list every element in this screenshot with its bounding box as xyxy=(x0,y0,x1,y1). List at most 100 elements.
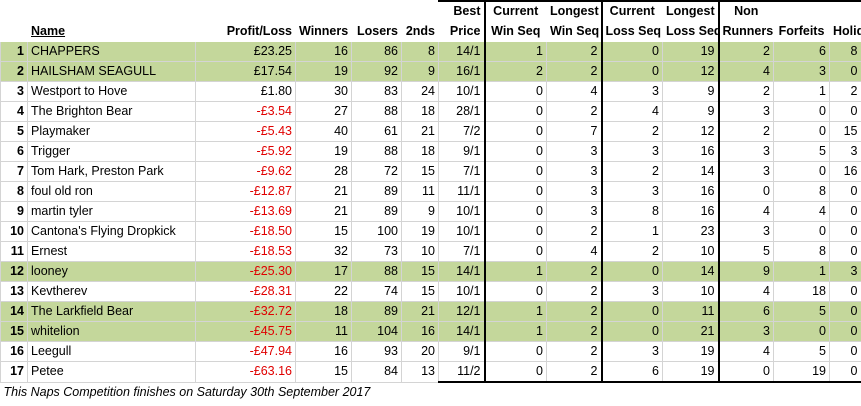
header-name: Name xyxy=(27,21,196,42)
cell-holiday: 0 xyxy=(829,281,861,302)
cell-name: Leegull xyxy=(27,341,196,362)
cell-rank: 15 xyxy=(0,321,28,342)
cell-seconds: 13 xyxy=(401,361,439,383)
cell-longest-win-seq: 3 xyxy=(546,141,602,162)
cell-seconds: 24 xyxy=(401,81,439,102)
cell-non-runners: 3 xyxy=(717,101,774,122)
cell-rank: 16 xyxy=(0,341,28,362)
cell-winners: 11 xyxy=(295,321,352,342)
header-cur-win-seq: Win Seq xyxy=(483,21,547,42)
cell-profit-loss: £1.80 xyxy=(195,81,296,102)
cell-longest-win-seq: 2 xyxy=(546,41,602,62)
cell-seconds: 15 xyxy=(401,281,439,302)
cell-seconds: 16 xyxy=(401,321,439,342)
cell-longest-win-seq: 3 xyxy=(546,201,602,222)
cell-longest-loss-seq: 10 xyxy=(662,281,719,302)
cell-current-win-seq: 0 xyxy=(483,161,547,182)
cell-longest-loss-seq: 16 xyxy=(662,201,719,222)
cell-longest-win-seq: 4 xyxy=(546,241,602,262)
cell-name: Westport to Hove xyxy=(27,81,196,102)
cell-current-loss-seq: 3 xyxy=(600,181,663,202)
header-winners: Winners xyxy=(295,21,352,42)
header-price: Price xyxy=(438,21,485,42)
cell-non-runners: 3 xyxy=(717,221,774,242)
cell-holiday: 8 xyxy=(829,41,861,62)
cell-seconds: 15 xyxy=(401,261,439,282)
cell-current-win-seq: 0 xyxy=(483,281,547,302)
cell-profit-loss: -£32.72 xyxy=(195,301,296,322)
cell-current-win-seq: 0 xyxy=(483,241,547,262)
cell-forfeits: 5 xyxy=(773,341,830,362)
cell-forfeits: 1 xyxy=(773,261,830,282)
cell-longest-loss-seq: 9 xyxy=(662,81,719,102)
cell-rank: 12 xyxy=(0,261,28,282)
table-row: 4 The Brighton Bear -£3.54 27 88 18 28/1 0 2 4 9 3 0… xyxy=(0,101,861,122)
header-cur-loss-seq: Loss Seq xyxy=(600,21,663,42)
cell-rank: 7 xyxy=(0,161,28,182)
cell-name: looney xyxy=(27,261,196,282)
cell-longest-loss-seq: 12 xyxy=(662,61,719,82)
header-current-loss: Current xyxy=(600,0,663,22)
cell-profit-loss: -£5.43 xyxy=(195,121,296,142)
cell-forfeits: 19 xyxy=(773,361,830,383)
cell-current-loss-seq: 2 xyxy=(600,121,663,142)
cell-longest-loss-seq: 14 xyxy=(662,261,719,282)
cell-best-price: 10/1 xyxy=(438,281,485,302)
cell-winners: 21 xyxy=(295,201,352,222)
cell-forfeits: 5 xyxy=(773,141,830,162)
cell-rank: 17 xyxy=(0,361,28,383)
cell-name: martin tyler xyxy=(27,201,196,222)
cell-forfeits: 8 xyxy=(773,241,830,262)
cell-holiday: 0 xyxy=(829,241,861,262)
table-row: 13 Kevtherev -£28.31 22 74 15 10/1 0 2 3 10 4 18 0 xyxy=(0,281,861,302)
cell-name: Kevtherev xyxy=(27,281,196,302)
cell-current-win-seq: 1 xyxy=(483,321,547,342)
cell-current-win-seq: 0 xyxy=(483,221,547,242)
cell-current-loss-seq: 2 xyxy=(600,161,663,182)
cell-longest-loss-seq: 12 xyxy=(662,121,719,142)
cell-name: The Brighton Bear xyxy=(27,101,196,122)
cell-seconds: 10 xyxy=(401,241,439,262)
cell-winners: 21 xyxy=(295,181,352,202)
cell-losers: 86 xyxy=(351,41,402,62)
cell-losers: 104 xyxy=(351,321,402,342)
cell-current-win-seq: 2 xyxy=(483,61,547,82)
cell-best-price: 28/1 xyxy=(438,101,485,122)
header-row-1: Best Current Longest Current Longest Non xyxy=(0,0,861,22)
cell-non-runners: 6 xyxy=(717,301,774,322)
cell-rank: 11 xyxy=(0,241,28,262)
cell-seconds: 19 xyxy=(401,221,439,242)
cell-losers: 83 xyxy=(351,81,402,102)
cell-name: Playmaker xyxy=(27,121,196,142)
cell-longest-loss-seq: 19 xyxy=(662,341,719,362)
cell-holiday: 0 xyxy=(829,181,861,202)
cell-best-price: 9/1 xyxy=(438,141,485,162)
cell-best-price: 14/1 xyxy=(438,261,485,282)
header-profit-loss: Profit/Loss xyxy=(195,21,296,42)
cell-holiday: 0 xyxy=(829,301,861,322)
cell-losers: 89 xyxy=(351,181,402,202)
cell-current-loss-seq: 0 xyxy=(600,321,663,342)
cell-name: Trigger xyxy=(27,141,196,162)
cell-current-loss-seq: 2 xyxy=(600,241,663,262)
cell-longest-loss-seq: 21 xyxy=(662,321,719,342)
cell-non-runners: 4 xyxy=(717,341,774,362)
header-losers: Losers xyxy=(351,21,402,42)
cell-seconds: 18 xyxy=(401,141,439,162)
cell-name: foul old ron xyxy=(27,181,196,202)
table-row: 6 Trigger -£5.92 19 88 18 9/1 0 3 3 16 3 5 3 xyxy=(0,141,861,162)
cell-holiday: 3 xyxy=(829,141,861,162)
cell-current-win-seq: 1 xyxy=(483,41,547,62)
cell-winners: 19 xyxy=(295,61,352,82)
cell-winners: 19 xyxy=(295,141,352,162)
cell-current-loss-seq: 6 xyxy=(600,361,663,383)
cell-current-win-seq: 0 xyxy=(483,341,547,362)
cell-holiday: 16 xyxy=(829,161,861,182)
header-long-loss-seq: Loss Seq xyxy=(662,21,719,42)
cell-holiday: 15 xyxy=(829,121,861,142)
cell-current-loss-seq: 3 xyxy=(600,81,663,102)
cell-longest-win-seq: 7 xyxy=(546,121,602,142)
cell-longest-win-seq: 2 xyxy=(546,101,602,122)
cell-losers: 89 xyxy=(351,201,402,222)
cell-longest-loss-seq: 11 xyxy=(662,301,719,322)
